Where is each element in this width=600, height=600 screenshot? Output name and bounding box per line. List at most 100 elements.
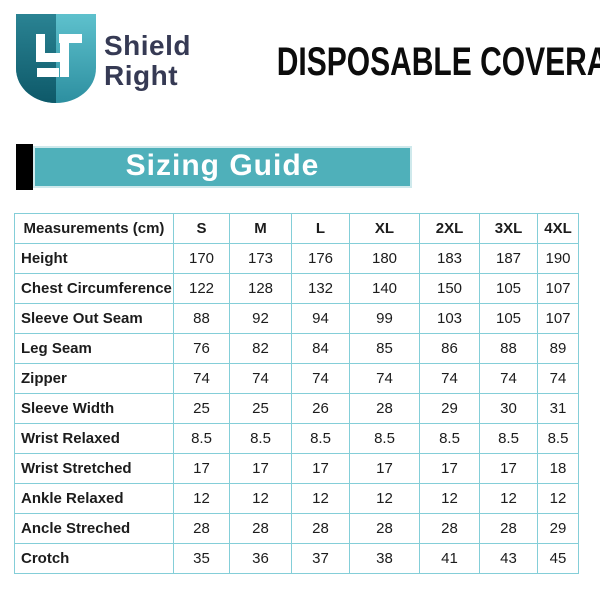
measurement-value: 8.5 bbox=[173, 423, 230, 454]
measurement-label: Sleeve Width bbox=[14, 393, 174, 424]
measurement-value: 88 bbox=[479, 333, 538, 364]
measurement-value: 74 bbox=[229, 363, 292, 394]
measurement-label: Crotch bbox=[14, 543, 174, 574]
section-title: Sizing Guide bbox=[125, 149, 320, 182]
measurement-value: 37 bbox=[291, 543, 350, 574]
measurement-value: 12 bbox=[419, 483, 480, 514]
measurement-value: 17 bbox=[349, 453, 420, 484]
measurement-value: 180 bbox=[349, 243, 420, 274]
measurement-value: 28 bbox=[349, 393, 420, 424]
table-row: Sleeve Out Seam 88 92 94 99 103 105 107 bbox=[14, 303, 579, 334]
measurement-value: 150 bbox=[419, 273, 480, 304]
measurement-value: 76 bbox=[173, 333, 230, 364]
measurement-value: 107 bbox=[537, 273, 579, 304]
measurement-value: 12 bbox=[537, 483, 579, 514]
measurement-value: 8.5 bbox=[419, 423, 480, 454]
sizing-guide-banner: Sizing Guide bbox=[33, 146, 412, 188]
measurement-value: 29 bbox=[537, 513, 579, 544]
column-header-size: S bbox=[173, 213, 230, 244]
measurement-value: 85 bbox=[349, 333, 420, 364]
sizing-table: Measurements (cm) S M L XL 2XL 3XL 4XL Height 17… bbox=[14, 213, 579, 574]
measurement-value: 25 bbox=[229, 393, 292, 424]
brand-name: Shield Right bbox=[104, 31, 191, 91]
measurement-value: 28 bbox=[349, 513, 420, 544]
measurement-value: 99 bbox=[349, 303, 420, 334]
brand-name-line2: Right bbox=[104, 60, 179, 91]
measurement-value: 12 bbox=[349, 483, 420, 514]
measurement-label: Zipper bbox=[14, 363, 174, 394]
table-row: Sleeve Width 25 25 26 28 29 30 31 bbox=[14, 393, 579, 424]
measurement-value: 103 bbox=[419, 303, 480, 334]
measurement-value: 17 bbox=[173, 453, 230, 484]
measurement-value: 140 bbox=[349, 273, 420, 304]
table-row: Crotch 35 36 37 38 41 43 45 bbox=[14, 543, 579, 574]
measurement-value: 107 bbox=[537, 303, 579, 334]
measurement-value: 12 bbox=[229, 483, 292, 514]
measurement-value: 82 bbox=[229, 333, 292, 364]
column-header-measurements: Measurements (cm) bbox=[14, 213, 174, 244]
measurement-value: 183 bbox=[419, 243, 480, 274]
measurement-label: Wrist Stretched bbox=[14, 453, 174, 484]
table-row: Wrist Stretched 17 17 17 17 17 17 18 bbox=[14, 453, 579, 484]
measurement-value: 190 bbox=[537, 243, 579, 274]
measurement-value: 176 bbox=[291, 243, 350, 274]
measurement-label: Sleeve Out Seam bbox=[14, 303, 174, 334]
measurement-label: Ancle Streched bbox=[14, 513, 174, 544]
brand-name-line1: Shield bbox=[104, 30, 192, 61]
measurement-value: 12 bbox=[479, 483, 538, 514]
measurement-value: 28 bbox=[479, 513, 538, 544]
column-header-size: XL bbox=[349, 213, 420, 244]
measurement-value: 8.5 bbox=[537, 423, 579, 454]
measurement-value: 74 bbox=[479, 363, 538, 394]
measurement-value: 84 bbox=[291, 333, 350, 364]
measurement-value: 31 bbox=[537, 393, 579, 424]
table-row: Chest Circumference 122 128 132 140 150 105 107 bbox=[14, 273, 579, 304]
measurement-value: 128 bbox=[229, 273, 292, 304]
measurement-value: 74 bbox=[173, 363, 230, 394]
measurement-value: 28 bbox=[291, 513, 350, 544]
measurement-value: 8.5 bbox=[349, 423, 420, 454]
column-header-size: 3XL bbox=[479, 213, 538, 244]
table-row: Height 170 173 176 180 183 187 190 bbox=[14, 243, 579, 274]
measurement-value: 86 bbox=[419, 333, 480, 364]
measurement-value: 17 bbox=[229, 453, 292, 484]
measurement-value: 30 bbox=[479, 393, 538, 424]
measurement-value: 92 bbox=[229, 303, 292, 334]
measurement-value: 26 bbox=[291, 393, 350, 424]
column-header-size: 2XL bbox=[419, 213, 480, 244]
measurement-value: 74 bbox=[291, 363, 350, 394]
measurement-label: Leg Seam bbox=[14, 333, 174, 364]
measurement-value: 17 bbox=[479, 453, 538, 484]
measurement-label: Height bbox=[14, 243, 174, 274]
measurement-label: Wrist Relaxed bbox=[14, 423, 174, 454]
measurement-label: Chest Circumference bbox=[14, 273, 174, 304]
table-row: Ankle Relaxed 12 12 12 12 12 12 12 bbox=[14, 483, 579, 514]
measurement-value: 187 bbox=[479, 243, 538, 274]
measurement-value: 8.5 bbox=[291, 423, 350, 454]
measurement-value: 18 bbox=[537, 453, 579, 484]
measurement-value: 105 bbox=[479, 273, 538, 304]
measurement-value: 173 bbox=[229, 243, 292, 274]
column-header-size: L bbox=[291, 213, 350, 244]
measurement-value: 17 bbox=[419, 453, 480, 484]
measurement-value: 122 bbox=[173, 273, 230, 304]
measurement-value: 25 bbox=[173, 393, 230, 424]
measurement-value: 28 bbox=[419, 513, 480, 544]
measurement-value: 45 bbox=[537, 543, 579, 574]
measurement-value: 8.5 bbox=[229, 423, 292, 454]
measurement-value: 41 bbox=[419, 543, 480, 574]
measurement-value: 43 bbox=[479, 543, 538, 574]
measurement-value: 170 bbox=[173, 243, 230, 274]
table-row: Wrist Relaxed 8.5 8.5 8.5 8.5 8.5 8.5 8.5 bbox=[14, 423, 579, 454]
measurement-value: 12 bbox=[291, 483, 350, 514]
measurement-value: 89 bbox=[537, 333, 579, 364]
measurement-value: 105 bbox=[479, 303, 538, 334]
column-header-size: 4XL bbox=[537, 213, 579, 244]
column-header-size: M bbox=[229, 213, 292, 244]
measurement-value: 29 bbox=[419, 393, 480, 424]
page-title: DISPOSABLE COVERALLS bbox=[212, 41, 600, 83]
measurement-value: 36 bbox=[229, 543, 292, 574]
shield-logo-icon bbox=[16, 14, 96, 103]
page-title-text: DISPOSABLE COVERALLS bbox=[276, 40, 600, 84]
